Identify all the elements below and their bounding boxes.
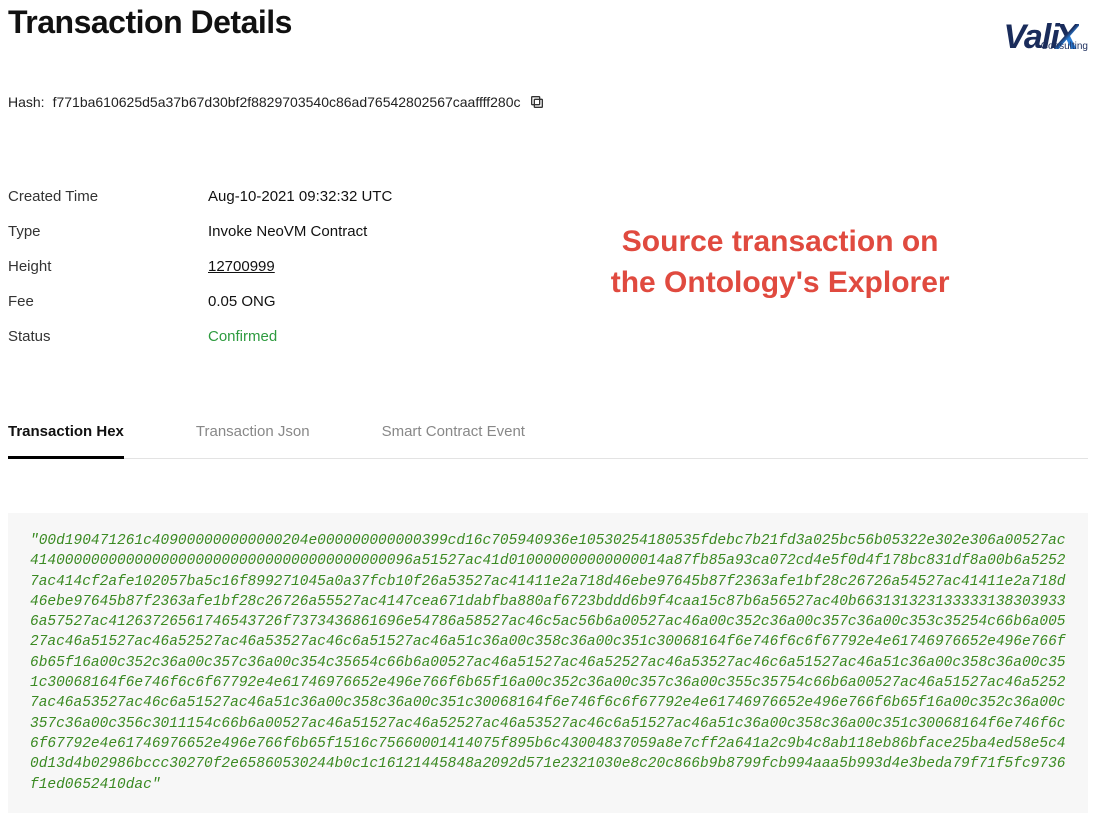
logo-subtitle: Consulting <box>1041 41 1088 52</box>
tab-transaction-hex[interactable]: Transaction Hex <box>8 423 124 459</box>
status-value: Confirmed <box>208 328 392 345</box>
annotation-overlay: Source transaction on the Ontology's Exp… <box>472 222 1088 345</box>
status-label: Status <box>8 328 208 345</box>
type-label: Type <box>8 223 208 240</box>
hash-row: Hash: f771ba610625d5a37b67d30bf2f8829703… <box>8 94 1088 110</box>
tabs-bar: Transaction Hex Transaction Json Smart C… <box>8 423 1088 459</box>
annotation-line-2: the Ontology's Explorer <box>472 263 1088 304</box>
transaction-hex-content: "00d190471261c409000000000000204e0000000… <box>8 513 1088 813</box>
created-time-value: Aug-10-2021 09:32:32 UTC <box>208 188 392 205</box>
fee-label: Fee <box>8 293 208 310</box>
tab-transaction-json[interactable]: Transaction Json <box>196 423 310 458</box>
created-time-label: Created Time <box>8 188 208 205</box>
brand-logo: Vali X Consulting <box>1004 16 1089 58</box>
copy-icon[interactable] <box>529 94 545 110</box>
hash-label: Hash: <box>8 94 45 110</box>
page-title: Transaction Details <box>8 4 292 41</box>
hash-value: f771ba610625d5a37b67d30bf2f8829703540c86… <box>53 94 521 110</box>
type-value: Invoke NeoVM Contract <box>208 223 392 240</box>
fee-value: 0.05 ONG <box>208 293 392 310</box>
annotation-line-1: Source transaction on <box>472 222 1088 263</box>
details-table: Created Time Aug-10-2021 09:32:32 UTC Ty… <box>8 188 392 345</box>
height-value[interactable]: 12700999 <box>208 258 392 275</box>
height-label: Height <box>8 258 208 275</box>
tab-smart-contract-event[interactable]: Smart Contract Event <box>382 423 525 458</box>
